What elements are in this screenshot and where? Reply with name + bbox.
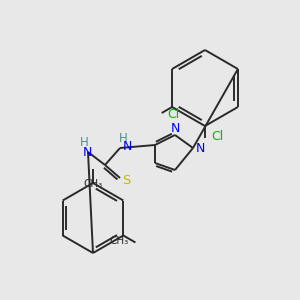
Text: CH₃: CH₃: [109, 236, 128, 245]
Text: N: N: [195, 142, 205, 154]
Text: S: S: [122, 173, 130, 187]
Text: Cl: Cl: [211, 130, 223, 142]
Text: H: H: [80, 136, 88, 149]
Text: CH₃: CH₃: [83, 179, 103, 189]
Text: H: H: [118, 133, 127, 146]
Text: Cl: Cl: [168, 109, 180, 122]
Text: N: N: [82, 146, 92, 160]
Text: N: N: [122, 140, 132, 154]
Text: N: N: [170, 122, 180, 134]
